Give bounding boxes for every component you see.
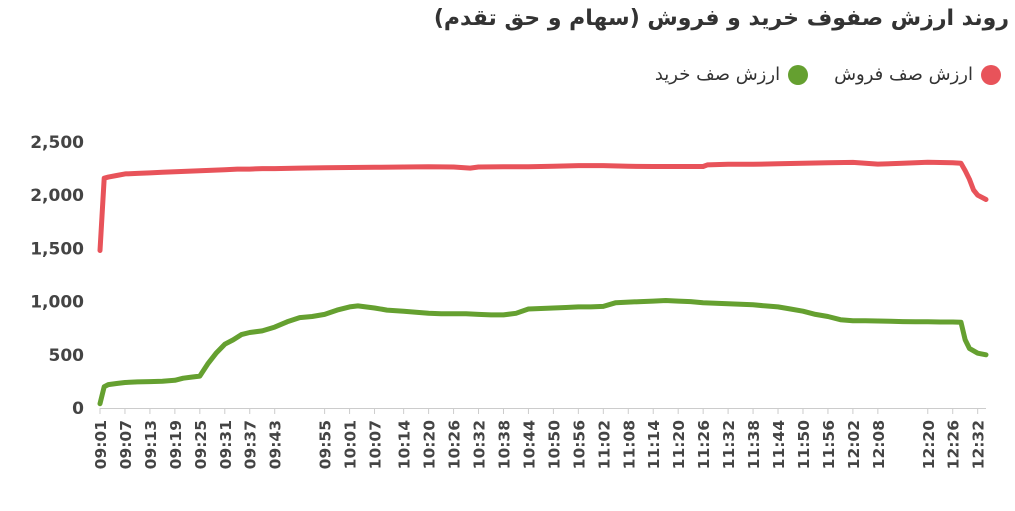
chart-legend: ارزش صف فروش ارزش صف خرید	[629, 64, 1001, 85]
x-tick-label: 11:38	[745, 420, 763, 469]
x-tick-label: 11:44	[770, 420, 788, 470]
x-tick-label: 12:02	[845, 420, 863, 469]
x-tick-label: 09:13	[142, 420, 160, 469]
legend-label-buy: ارزش صف خرید	[654, 64, 781, 85]
legend-label-sell: ارزش صف فروش	[834, 64, 973, 85]
x-tick-label: 11:08	[620, 420, 638, 469]
x-tick-label: 12:20	[920, 420, 938, 470]
x-tick-label: 11:02	[595, 420, 613, 469]
x-tick-label: 12:32	[970, 420, 988, 469]
x-tick-label: 10:32	[471, 420, 489, 469]
x-tick-label: 10:26	[446, 420, 464, 469]
x-tick-label: 11:32	[720, 420, 738, 469]
x-tick-label: 12:26	[945, 420, 963, 469]
y-tick-label: 1,500	[30, 239, 84, 259]
buy-queue-line	[97, 298, 989, 407]
x-tick-label: 09:01	[92, 420, 110, 469]
legend-marker-sell	[981, 64, 1001, 85]
x-tick-label: 09:55	[317, 420, 335, 469]
x-tick-label: 09:37	[242, 420, 260, 469]
y-tick-label: 0	[72, 399, 84, 419]
x-tick-label: 11:56	[820, 420, 838, 469]
x-tick-label: 10:20	[421, 420, 439, 470]
x-tick-label: 09:25	[192, 420, 210, 469]
y-tick-label: 1,000	[30, 293, 84, 313]
y-tick-label: 500	[49, 346, 85, 366]
x-tick-label: 10:07	[367, 420, 385, 469]
x-tick-label: 10:50	[545, 420, 563, 470]
x-tick-label: 10:44	[520, 420, 538, 470]
x-tick-label: 09:31	[217, 420, 235, 469]
x-tick-label: 09:19	[167, 420, 185, 469]
x-tick-label: 09:07	[117, 420, 135, 469]
x-tick-label: 09:43	[267, 420, 285, 469]
x-tick-label: 10:38	[495, 420, 513, 469]
y-tick-label: 2,500	[30, 133, 84, 153]
chart-title: روند ارزش صفوف خرید و فروش (سهام و حق تق…	[433, 6, 1009, 31]
y-tick-label: 2,000	[30, 186, 84, 206]
x-tick-label: 10:01	[342, 420, 360, 469]
x-tick-label: 11:50	[795, 420, 813, 470]
x-tick-label: 10:14	[396, 420, 414, 470]
legend-item-sell[interactable]: ارزش صف فروش	[834, 64, 1001, 85]
x-tick-label: 11:20	[670, 420, 688, 470]
legend-item-buy[interactable]: ارزش صف خرید	[654, 64, 809, 85]
x-tick-label: 11:14	[645, 420, 663, 470]
sell-queue-line	[97, 159, 989, 253]
x-tick-label: 12:08	[870, 420, 888, 469]
legend-marker-buy	[788, 64, 809, 85]
x-tick-label: 11:26	[695, 420, 713, 469]
x-tick-label: 10:56	[570, 420, 588, 469]
